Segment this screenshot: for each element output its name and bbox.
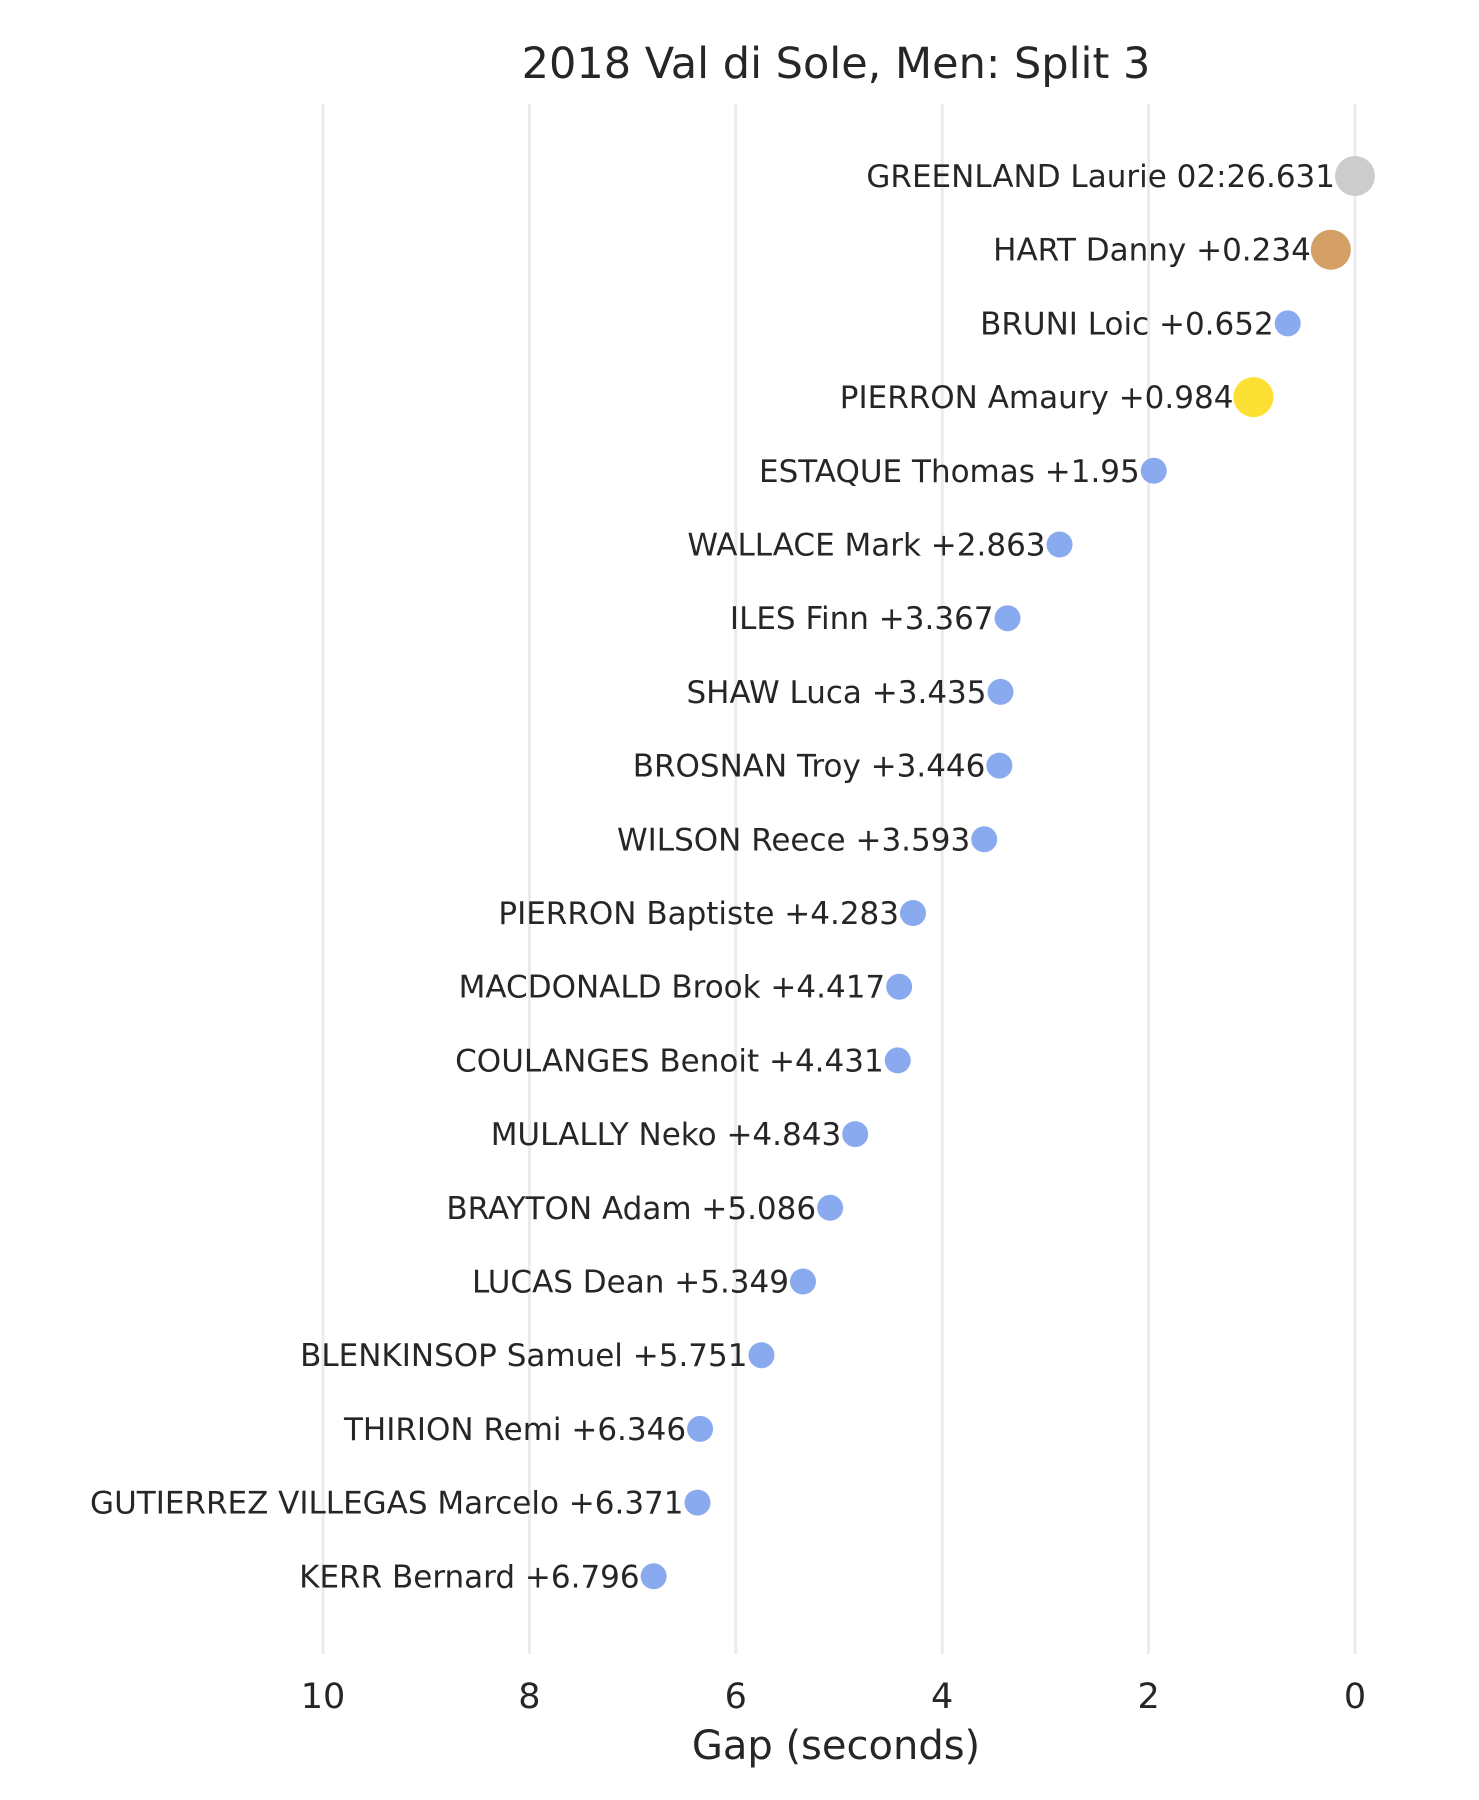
data-point <box>899 900 926 926</box>
x-tick-label: 10 <box>301 1677 346 1717</box>
point-label: THIRION Remi +6.346 <box>343 1412 686 1448</box>
data-point <box>986 752 1013 779</box>
data-point <box>1140 457 1167 484</box>
data-point <box>1233 377 1274 418</box>
data-point <box>994 605 1021 632</box>
point-label: HART Danny +0.234 <box>993 233 1311 269</box>
data-point <box>1274 310 1301 337</box>
point-label: MACDONALD Brook +4.417 <box>459 970 886 1006</box>
point-label: PIERRON Baptiste +4.283 <box>498 896 899 932</box>
x-tick-label: 8 <box>518 1677 540 1717</box>
point-label: WALLACE Mark +2.863 <box>687 528 1045 564</box>
x-tick-label: 6 <box>725 1677 747 1717</box>
x-axis-ticks: 10 8 6 4 2 0 <box>301 1677 1366 1717</box>
data-point <box>987 678 1014 705</box>
x-axis-label: Gap (seconds) <box>692 1723 980 1769</box>
grid <box>321 104 1357 1654</box>
data-point <box>687 1415 714 1442</box>
data-point <box>789 1268 816 1295</box>
point-label: BLENKINSOP Samuel +5.751 <box>300 1338 747 1374</box>
point-label: ESTAQUE Thomas +1.95 <box>759 454 1140 490</box>
data-point <box>1046 531 1073 558</box>
point-label: GUTIERREZ VILLEGAS Marcelo +6.371 <box>90 1486 683 1522</box>
point-label: BROSNAN Troy +3.446 <box>633 749 986 785</box>
data-point <box>971 826 998 853</box>
x-tick-label: 0 <box>1344 1677 1366 1717</box>
data-point <box>748 1342 775 1369</box>
point-label: KERR Bernard +6.796 <box>299 1559 640 1595</box>
x-tick-label: 4 <box>931 1677 953 1717</box>
data-point <box>884 1047 911 1074</box>
data-point <box>684 1489 711 1516</box>
point-label: MULALLY Neko +4.843 <box>491 1117 842 1153</box>
point-label: BRUNI Loic +0.652 <box>980 306 1274 342</box>
point-label: SHAW Luca +3.435 <box>687 675 987 711</box>
point-label: COULANGES Benoit +4.431 <box>455 1043 884 1079</box>
point-label: BRAYTON Adam +5.086 <box>446 1191 816 1227</box>
point-label: ILES Finn +3.367 <box>730 601 994 637</box>
data-point <box>1310 229 1351 270</box>
data-point <box>886 973 913 1000</box>
point-label: GREENLAND Laurie 02:26.631 <box>866 159 1335 195</box>
data-points <box>640 156 1375 1590</box>
data-point <box>1335 156 1375 196</box>
point-label: LUCAS Dean +5.349 <box>472 1265 789 1301</box>
data-point <box>842 1121 869 1148</box>
point-label: PIERRON Amaury +0.984 <box>840 380 1234 416</box>
x-tick-label: 2 <box>1137 1677 1159 1717</box>
data-point <box>817 1194 844 1221</box>
chart-title: 2018 Val di Sole, Men: Split 3 <box>522 39 1151 89</box>
data-point <box>640 1563 667 1590</box>
point-label: WILSON Reece +3.593 <box>617 822 970 858</box>
point-labels: GREENLAND Laurie 02:26.631 HART Danny +0.… <box>90 159 1335 1595</box>
